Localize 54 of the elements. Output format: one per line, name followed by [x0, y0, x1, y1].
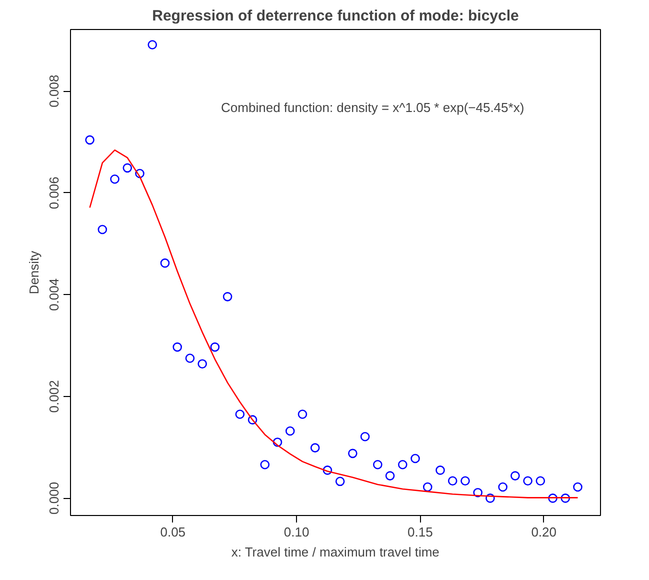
point: [410, 454, 420, 464]
point: [98, 224, 108, 234]
point: [486, 494, 495, 503]
point: [272, 438, 282, 447]
point: [172, 342, 182, 352]
line-series: [89, 149, 578, 498]
point: [185, 354, 195, 363]
point: [210, 342, 220, 352]
point: [310, 443, 320, 452]
point: [135, 168, 144, 178]
y-tick-label: 0.008: [46, 74, 62, 108]
point: [498, 482, 508, 492]
point: [573, 482, 582, 492]
point: [448, 476, 458, 486]
y-tick-label: 0.000: [46, 482, 62, 514]
point: [122, 163, 132, 173]
point: [398, 460, 408, 470]
point: [373, 460, 382, 470]
point: [523, 476, 532, 486]
point: [222, 292, 232, 302]
point: [198, 359, 207, 368]
point: [235, 410, 245, 419]
point: [322, 466, 332, 475]
point: [460, 476, 470, 486]
x-tick-label: 0.05: [160, 524, 186, 540]
point: [160, 258, 170, 268]
point: [436, 466, 445, 475]
point: [548, 494, 558, 503]
point: [285, 426, 295, 436]
point: [148, 40, 158, 50]
point: [298, 410, 308, 419]
x-tick-label: 0.20: [531, 524, 557, 540]
annotation: Combined function: density = x^1.05 * exp(−45.45*x): [221, 100, 524, 115]
point: [248, 415, 258, 424]
y-axis-title: Density: [26, 250, 42, 294]
y-tick-label: 0.004: [46, 278, 62, 311]
x-axis-title: x: Travel time / maximum travel time: [231, 544, 440, 560]
x-tick-label: 0.10: [284, 524, 310, 540]
x-tick-label: 0.15: [408, 524, 433, 540]
point: [260, 460, 270, 470]
point: [360, 432, 370, 442]
y-tick-label: 0.002: [46, 380, 62, 413]
point: [560, 494, 570, 503]
chart-title: Regression of deterrence function of mode: bicycle: [152, 8, 519, 24]
point: [510, 471, 520, 480]
point: [385, 471, 395, 480]
point: [348, 448, 358, 458]
y-tick-label: 0.006: [46, 176, 62, 210]
point: [335, 476, 345, 486]
point: [110, 174, 120, 184]
point: [422, 482, 432, 492]
point: [536, 476, 546, 486]
point: [85, 135, 94, 145]
point: [473, 488, 482, 498]
